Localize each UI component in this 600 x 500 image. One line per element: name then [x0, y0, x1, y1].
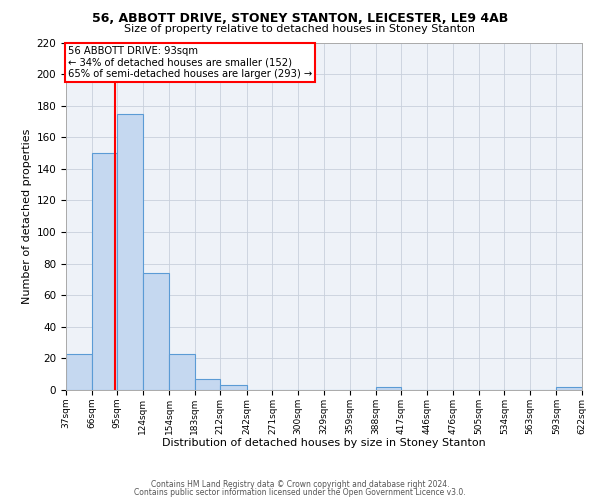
Bar: [376, 387, 401, 390]
Text: Contains public sector information licensed under the Open Government Licence v3: Contains public sector information licen…: [134, 488, 466, 497]
Bar: [556, 387, 582, 390]
Bar: [195, 379, 220, 390]
Bar: [66, 354, 92, 390]
X-axis label: Distribution of detached houses by size in Stoney Stanton: Distribution of detached houses by size …: [162, 438, 486, 448]
Text: Contains HM Land Registry data © Crown copyright and database right 2024.: Contains HM Land Registry data © Crown c…: [151, 480, 449, 489]
Text: 56 ABBOTT DRIVE: 93sqm
← 34% of detached houses are smaller (152)
65% of semi-de: 56 ABBOTT DRIVE: 93sqm ← 34% of detached…: [68, 46, 312, 79]
Bar: [220, 386, 247, 390]
Bar: [117, 114, 143, 390]
Y-axis label: Number of detached properties: Number of detached properties: [22, 128, 32, 304]
Bar: [92, 153, 117, 390]
Text: 56, ABBOTT DRIVE, STONEY STANTON, LEICESTER, LE9 4AB: 56, ABBOTT DRIVE, STONEY STANTON, LEICES…: [92, 12, 508, 26]
Bar: [143, 273, 169, 390]
Bar: [169, 354, 195, 390]
Text: Size of property relative to detached houses in Stoney Stanton: Size of property relative to detached ho…: [125, 24, 476, 34]
